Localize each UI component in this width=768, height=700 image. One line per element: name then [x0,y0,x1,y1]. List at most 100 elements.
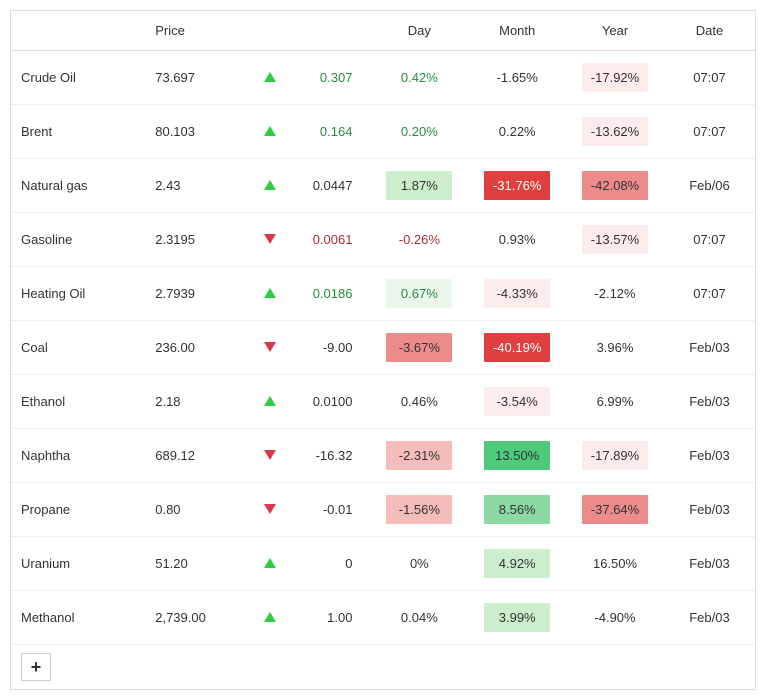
cell-year: 16.50% [566,537,664,591]
cell-change: 0.307 [293,51,370,105]
table-row[interactable]: Natural gas2.430.04471.87%-31.76%-42.08%… [11,159,755,213]
header-year[interactable]: Year [566,11,664,51]
cell-direction [248,375,294,429]
cell-name[interactable]: Propane [11,483,145,537]
commodities-table: Price Day Month Year Date Crude Oil73.69… [11,11,755,689]
triangle-up-icon [264,180,276,190]
cell-name[interactable]: Heating Oil [11,267,145,321]
cell-date: Feb/03 [664,591,755,645]
cell-direction [248,537,294,591]
cell-day: 1.87% [370,159,468,213]
cell-price: 80.103 [145,105,247,159]
cell-month: -3.54% [468,375,566,429]
table-row[interactable]: Gasoline2.31950.0061-0.26%0.93%-13.57%07… [11,213,755,267]
pct-value: 0.20% [386,117,452,146]
cell-direction [248,267,294,321]
add-button[interactable]: + [21,653,51,681]
cell-direction [248,51,294,105]
pct-value: 0.22% [484,117,550,146]
header-date[interactable]: Date [664,11,755,51]
table-row[interactable]: Coal236.00-9.00-3.67%-40.19%3.96%Feb/03 [11,321,755,375]
cell-name[interactable]: Crude Oil [11,51,145,105]
cell-day: 0.20% [370,105,468,159]
table-row[interactable]: Brent80.1030.1640.20%0.22%-13.62%07:07 [11,105,755,159]
triangle-up-icon [264,126,276,136]
pct-value: -0.26% [386,225,452,254]
cell-change: 0.0186 [293,267,370,321]
pct-value: -1.65% [484,63,550,92]
cell-date: Feb/03 [664,375,755,429]
pct-value: 13.50% [484,441,550,470]
pct-value: 0.42% [386,63,452,92]
pct-value: -17.89% [582,441,648,470]
cell-name[interactable]: Uranium [11,537,145,591]
header-row: Price Day Month Year Date [11,11,755,51]
table-row[interactable]: Crude Oil73.6970.3070.42%-1.65%-17.92%07… [11,51,755,105]
cell-year: 3.96% [566,321,664,375]
cell-price: 236.00 [145,321,247,375]
cell-month: -31.76% [468,159,566,213]
table-row[interactable]: Heating Oil2.79390.01860.67%-4.33%-2.12%… [11,267,755,321]
header-day[interactable]: Day [370,11,468,51]
cell-year: -17.89% [566,429,664,483]
triangle-up-icon [264,288,276,298]
cell-change: -16.32 [293,429,370,483]
cell-day: -1.56% [370,483,468,537]
header-price[interactable]: Price [145,11,247,51]
triangle-down-icon [264,504,276,514]
cell-direction [248,159,294,213]
cell-name[interactable]: Brent [11,105,145,159]
cell-name[interactable]: Naphtha [11,429,145,483]
cell-name[interactable]: Natural gas [11,159,145,213]
pct-value: 1.87% [386,171,452,200]
footer-row: + [11,645,755,690]
cell-year: -4.90% [566,591,664,645]
commodities-table-container: Price Day Month Year Date Crude Oil73.69… [10,10,756,690]
table-row[interactable]: Naphtha689.12-16.32-2.31%13.50%-17.89%Fe… [11,429,755,483]
table-row[interactable]: Propane0.80-0.01-1.56%8.56%-37.64%Feb/03 [11,483,755,537]
cell-date: Feb/03 [664,483,755,537]
cell-price: 51.20 [145,537,247,591]
triangle-down-icon [264,342,276,352]
cell-month: 13.50% [468,429,566,483]
cell-day: -0.26% [370,213,468,267]
cell-direction [248,591,294,645]
cell-name[interactable]: Coal [11,321,145,375]
header-month[interactable]: Month [468,11,566,51]
cell-day: 0.46% [370,375,468,429]
cell-year: -42.08% [566,159,664,213]
triangle-up-icon [264,558,276,568]
cell-day: 0.04% [370,591,468,645]
cell-change: -0.01 [293,483,370,537]
cell-month: 3.99% [468,591,566,645]
cell-direction [248,105,294,159]
cell-price: 73.697 [145,51,247,105]
header-name[interactable] [11,11,145,51]
cell-direction [248,321,294,375]
cell-change: 0.0100 [293,375,370,429]
table-row[interactable]: Uranium51.2000%4.92%16.50%Feb/03 [11,537,755,591]
pct-value: -2.12% [582,279,648,308]
cell-price: 689.12 [145,429,247,483]
cell-name[interactable]: Ethanol [11,375,145,429]
cell-year: -37.64% [566,483,664,537]
cell-month: 0.22% [468,105,566,159]
cell-name[interactable]: Gasoline [11,213,145,267]
pct-value: 4.92% [484,549,550,578]
cell-day: -2.31% [370,429,468,483]
pct-value: -17.92% [582,63,648,92]
cell-month: 8.56% [468,483,566,537]
cell-name[interactable]: Methanol [11,591,145,645]
cell-month: -40.19% [468,321,566,375]
table-row[interactable]: Methanol2,739.001.000.04%3.99%-4.90%Feb/… [11,591,755,645]
cell-change: 1.00 [293,591,370,645]
cell-date: Feb/03 [664,321,755,375]
cell-day: -3.67% [370,321,468,375]
pct-value: 8.56% [484,495,550,524]
table-row[interactable]: Ethanol2.180.01000.46%-3.54%6.99%Feb/03 [11,375,755,429]
pct-value: 6.99% [582,387,648,416]
cell-date: Feb/06 [664,159,755,213]
pct-value: 3.96% [582,333,648,362]
cell-date: 07:07 [664,105,755,159]
cell-year: -17.92% [566,51,664,105]
